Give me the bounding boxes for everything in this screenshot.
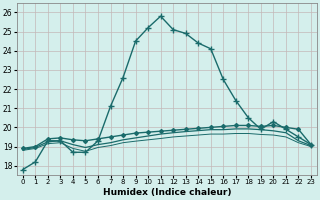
X-axis label: Humidex (Indice chaleur): Humidex (Indice chaleur) [103, 188, 231, 197]
